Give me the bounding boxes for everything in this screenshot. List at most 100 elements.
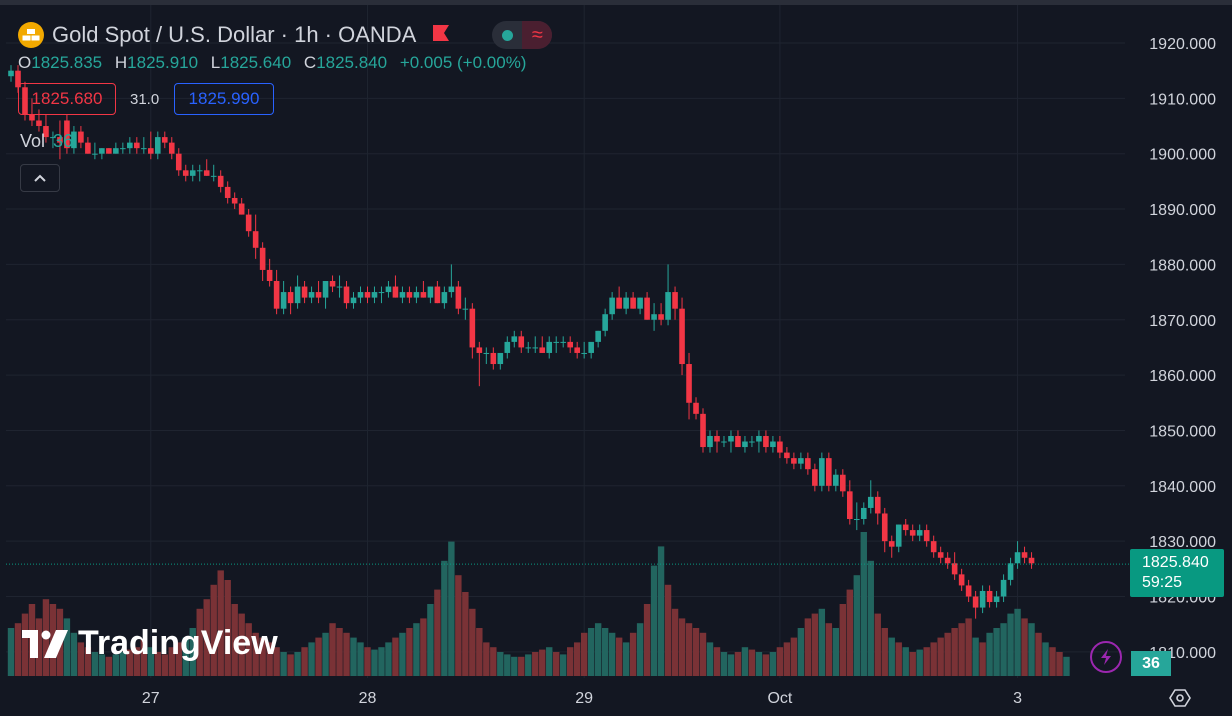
candle-body [623,297,629,309]
candle-body [252,231,259,248]
symbol-legend[interactable]: Gold Spot / U.S. Dollar · 1h · OANDA ≈ [18,20,553,50]
symbol-title: Gold Spot / U.S. Dollar · 1h · OANDA [52,22,417,47]
volume-bar [455,575,462,676]
volume-bar [35,618,43,676]
candle-body [791,458,797,464]
volume-bar [231,604,238,676]
volume-bar [1014,608,1021,676]
sell-button[interactable]: 1825.680 [18,83,116,115]
candle-body [329,281,336,287]
candle-body [43,126,49,138]
volume-bar [643,604,651,676]
collapse-legend-button[interactable] [20,164,60,192]
last-price-label: 1825.840 59:25 [1130,549,1224,597]
candle-body [106,148,112,154]
volume-bar [224,580,231,676]
candle-body [588,341,594,353]
candle-body [420,292,427,298]
volume-legend[interactable]: Vol 36 [20,131,73,152]
volume-bar [273,647,280,676]
volume-bar [182,637,189,676]
volume-bar [895,642,902,676]
candle-body [455,286,462,309]
volume-bars [7,532,1070,676]
candle-body [224,186,231,198]
volume-bar [420,618,427,676]
candle-body [735,435,741,448]
candle-body [847,491,853,520]
volume-bar [147,647,154,676]
volume-bar [958,623,965,676]
volume-bar [965,618,972,676]
volume-bar [434,589,441,676]
volume-bar [580,632,588,676]
candle-body [22,87,28,115]
candle-body [986,590,993,603]
volume-bar [1000,623,1007,676]
candle-body [826,458,832,486]
candle-body [476,347,483,353]
candle-body [798,458,804,464]
volume-bar [175,642,182,676]
volume-bar [972,637,979,676]
candle-body [581,352,587,354]
candle-body [1021,552,1028,558]
chart-settings-button[interactable] [1166,684,1194,712]
spread-value: 31.0 [130,91,160,108]
volume-bar [315,637,322,676]
candle-body [50,137,56,139]
volume-value: 36 [53,131,74,151]
candle-body [57,137,63,143]
volume-bar [951,628,958,676]
candle-body [343,286,350,304]
price-tick-label: 1900.000 [1149,147,1216,164]
volume-bar [713,647,721,676]
lightning-button[interactable] [1090,641,1122,673]
price-tick-label: 1880.000 [1149,257,1216,274]
candle-body [602,314,608,331]
high-value: 1825.910 [127,53,199,72]
candle-body [92,153,98,155]
volume-bar [622,642,630,676]
volume-bar [546,647,553,676]
volume-bar [881,628,888,676]
volume-bar [783,642,791,676]
volume-bar [601,628,609,676]
candle-body [8,70,14,77]
candle-body [64,120,70,149]
flag-icon[interactable] [432,22,450,48]
volume-bar [462,592,469,676]
candle-body [895,524,902,547]
candle-body [609,297,615,315]
volume-bar [154,652,161,676]
volume-bar [853,575,860,676]
candle-body [78,131,84,143]
market-status-pill[interactable]: ≈ [492,21,553,49]
time-axis[interactable]: 27 28 29 Oct 3 [142,690,1022,707]
candle-body [364,292,371,298]
low-label: L [210,53,221,72]
price-tick-label: 1910.000 [1149,91,1216,108]
volume-bar [532,652,539,676]
volume-bar [98,654,106,676]
chart-grid [6,5,1125,678]
candle-body [371,292,378,298]
volume-bar [252,632,259,676]
volume-bar [671,608,679,676]
candle-body [972,596,979,608]
candle-body [644,297,650,320]
candle-body [469,308,476,348]
low-value: 1825.640 [220,53,292,72]
close-value: 1825.840 [316,53,388,72]
candle-body [294,286,301,304]
volume-bar [986,632,993,676]
candle-body [1014,552,1021,564]
candle-body [951,563,958,575]
volume-bar [441,560,448,676]
tradingview-logo-icon [22,629,68,658]
candle-body [944,557,951,564]
candle-body [574,347,580,353]
volume-bar [196,608,203,676]
buy-button[interactable]: 1825.990 [174,83,274,115]
